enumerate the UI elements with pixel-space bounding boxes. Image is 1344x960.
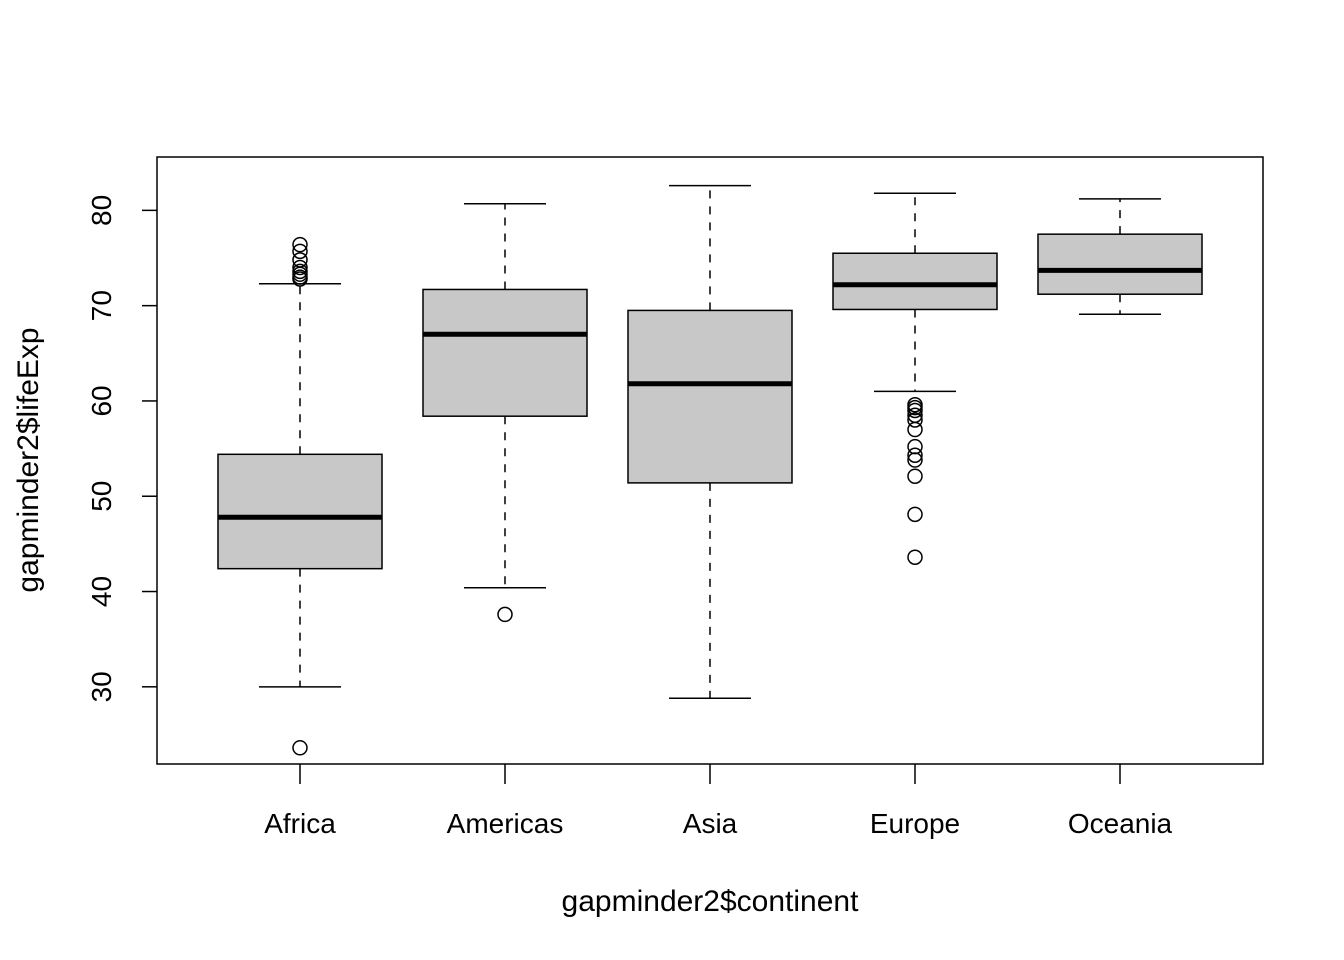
- x-axis: Africa Americas Asia Europe Oceania: [264, 764, 1173, 839]
- outlier-point: [907, 468, 923, 484]
- outlier-point: [907, 447, 923, 464]
- outlier-point: [292, 252, 308, 268]
- x-tick-label: Africa: [264, 808, 336, 839]
- outlier-point: [292, 740, 308, 756]
- y-tick-label: 50: [86, 481, 117, 512]
- box-asia: [627, 184, 793, 699]
- box-marks: [217, 184, 1203, 756]
- outlier-point: [907, 407, 923, 423]
- outlier-point: [292, 243, 308, 260]
- iqr-box: [1037, 233, 1203, 295]
- iqr-box: [832, 252, 998, 311]
- iqr-box: [217, 453, 383, 570]
- x-tick-label: Asia: [683, 808, 738, 839]
- outlier-point: [292, 263, 308, 280]
- outlier-point: [907, 412, 923, 428]
- outlier-point: [907, 397, 923, 413]
- outlier-point: [907, 549, 923, 565]
- x-axis-label: gapminder2$continent: [562, 885, 860, 918]
- x-tick-label: Americas: [447, 808, 564, 839]
- x-tick-label: Europe: [870, 808, 960, 839]
- box-americas: [422, 202, 588, 623]
- x-tick-label: Oceania: [1068, 808, 1173, 839]
- outlier-point: [292, 236, 308, 253]
- y-axis: 30 40 50 60 70 80: [86, 195, 157, 702]
- iqr-box: [422, 288, 588, 417]
- outlier-point: [907, 506, 923, 523]
- y-tick-label: 40: [86, 576, 117, 607]
- y-tick-label: 60: [86, 385, 117, 416]
- box-europe: [832, 192, 998, 565]
- y-tick-label: 80: [86, 195, 117, 226]
- box-oceania: [1037, 198, 1203, 315]
- outlier-point: [907, 438, 923, 455]
- y-axis-label: gapminder2$lifeExp: [12, 327, 45, 592]
- outlier-point: [292, 259, 308, 276]
- y-tick-label: 30: [86, 671, 117, 702]
- iqr-box: [627, 309, 793, 484]
- outlier-point: [497, 606, 513, 623]
- y-tick-label: 70: [86, 290, 117, 321]
- box-africa: [217, 236, 383, 756]
